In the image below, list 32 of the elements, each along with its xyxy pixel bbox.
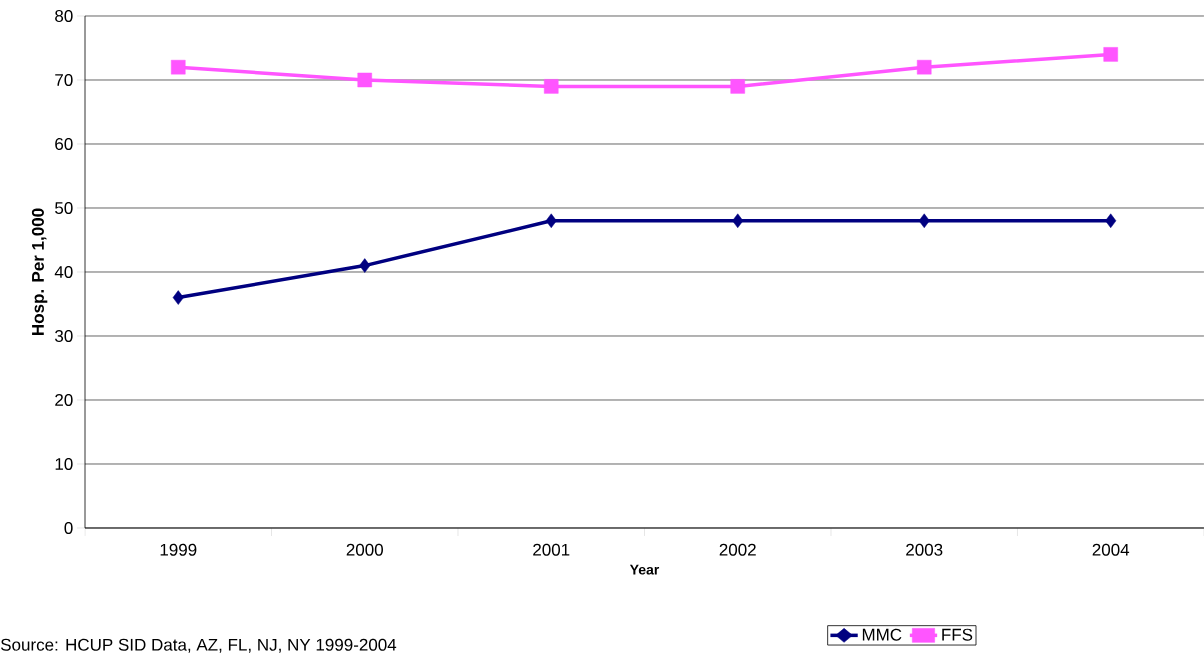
y-tick-label: 40 bbox=[54, 265, 73, 279]
point bbox=[543, 79, 559, 94]
point bbox=[359, 258, 371, 273]
y-tick-label: 30 bbox=[55, 329, 73, 343]
point bbox=[918, 213, 930, 229]
y-tick-label: 20 bbox=[55, 393, 73, 407]
y-tick-label: 50 bbox=[55, 201, 73, 215]
legend-label: FFS bbox=[942, 628, 973, 641]
source-note: Source: HCUP SID Data, AZ, FL, NJ, NY 1999-2004 bbox=[0, 638, 397, 653]
point bbox=[730, 79, 745, 94]
point bbox=[172, 290, 184, 305]
point bbox=[916, 59, 932, 75]
point bbox=[732, 213, 744, 229]
x-tick-label: 2000 bbox=[346, 543, 383, 556]
x-tick-label: 2001 bbox=[533, 543, 570, 556]
x-tick-label: 2004 bbox=[1092, 543, 1130, 556]
point bbox=[171, 59, 186, 75]
y-tick-label: 60 bbox=[55, 137, 73, 151]
x-tick-label: 2002 bbox=[719, 543, 756, 556]
y-tick-label: 0 bbox=[64, 521, 73, 535]
y-tick-label: 80 bbox=[55, 9, 73, 23]
y-tick-label: 70 bbox=[55, 73, 73, 87]
x-axis-title: Year bbox=[629, 564, 660, 575]
point bbox=[1105, 213, 1117, 229]
point bbox=[1103, 47, 1118, 62]
x-tick-label: 1999 bbox=[160, 543, 197, 556]
legend-label: MMC bbox=[862, 628, 902, 641]
point bbox=[357, 72, 372, 88]
y-axis-title: Hosp. Per 1,000 bbox=[31, 208, 48, 335]
x-tick-label: 2003 bbox=[906, 543, 943, 556]
point bbox=[545, 213, 557, 229]
y-tick-label: 10 bbox=[55, 457, 73, 471]
